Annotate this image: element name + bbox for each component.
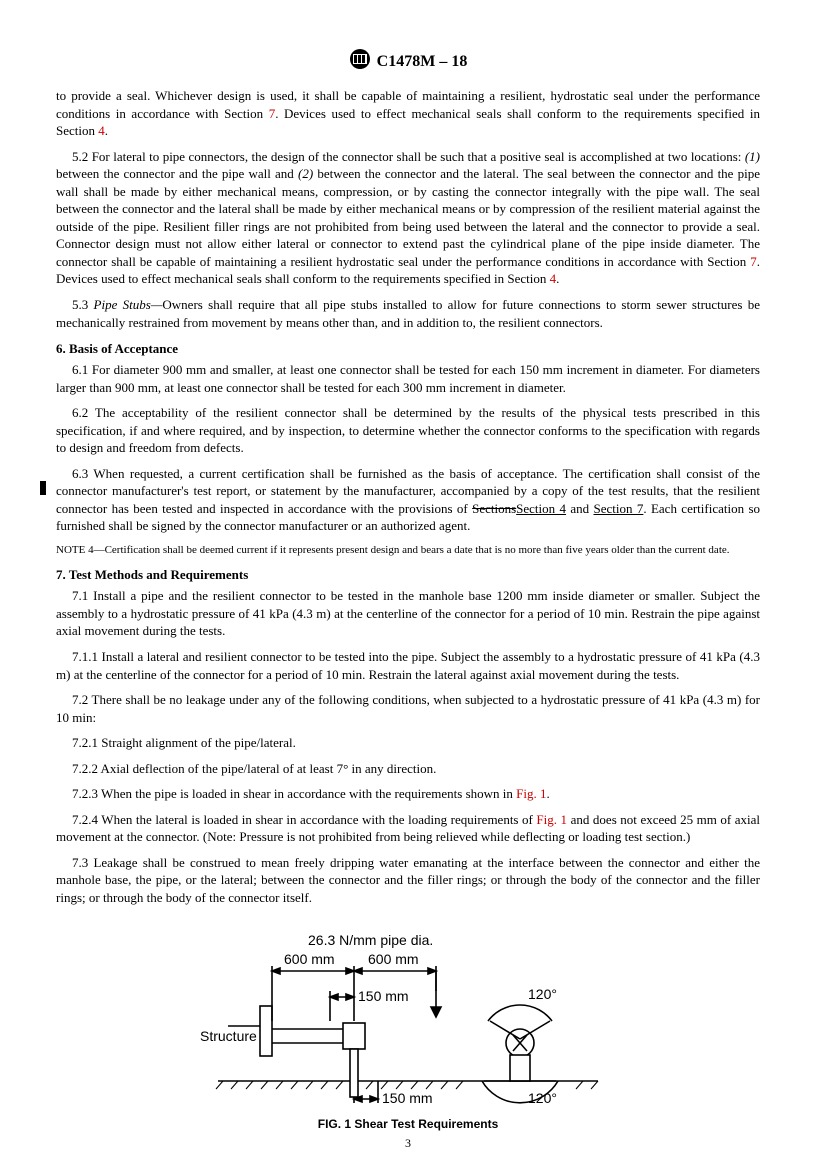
para-6-2: 6.2 The acceptability of the resilient c…	[56, 404, 760, 457]
para-7-2-1: 7.2.1 Straight alignment of the pipe/lat…	[56, 734, 760, 752]
para-7-3: 7.3 Leakage shall be construed to mean f…	[56, 854, 760, 907]
link-section-4[interactable]: 4	[550, 271, 557, 286]
note-4: NOTE 4—Certification shall be deemed cur…	[56, 543, 760, 557]
load-label: 26.3 N/mm pipe dia.	[308, 932, 433, 948]
change-bar-icon	[40, 481, 46, 495]
para-7-1: 7.1 Install a pipe and the resilient con…	[56, 587, 760, 640]
astm-logo-icon	[349, 48, 371, 75]
page: C1478M – 18 to provide a seal. Whichever…	[0, 0, 816, 1171]
text: Certification shall be deemed current if…	[105, 544, 730, 556]
dim-600-b: 600 mm	[368, 951, 419, 967]
section-7-heading: 7. Test Methods and Requirements	[56, 567, 760, 583]
designation: C1478M – 18	[377, 53, 468, 71]
para-5-1-cont: to provide a seal. Whichever design is u…	[56, 87, 760, 140]
link-fig-1[interactable]: Fig. 1	[536, 812, 567, 827]
inserted-text: Section 4	[516, 501, 566, 516]
structure-label: Structure	[200, 1028, 257, 1044]
figure-1-caption: FIG. 1 Shear Test Requirements	[56, 1117, 760, 1131]
para-6-3: 6.3 When requested, a current certificat…	[56, 465, 760, 535]
angle-a: 120°	[528, 986, 557, 1002]
text: 7.2.3 When the pipe is loaded in shear i…	[72, 786, 516, 801]
shear-test-diagram: 26.3 N/mm pipe dia. 600 mm 600 mm 150 mm…	[198, 931, 618, 1111]
deleted-text: Sections	[472, 501, 516, 516]
section-6-heading: 6. Basis of Acceptance	[56, 341, 760, 357]
para-5-3: 5.3 Pipe Stubs—Owners shall require that…	[56, 296, 760, 331]
text: (2)	[298, 166, 313, 181]
para-5-2: 5.2 For lateral to pipe connectors, the …	[56, 148, 760, 288]
para-7-2: 7.2 There shall be no leakage under any …	[56, 691, 760, 726]
text: between the connector and the pipe wall …	[56, 166, 298, 181]
link-section-4[interactable]: 4	[98, 123, 105, 138]
text: 5.3	[72, 297, 94, 312]
para-7-2-2: 7.2.2 Axial deflection of the pipe/later…	[56, 760, 760, 778]
dim-150-b: 150 mm	[382, 1090, 433, 1106]
para-7-1-1: 7.1.1 Install a lateral and resilient co…	[56, 648, 760, 683]
dim-600-a: 600 mm	[284, 951, 335, 967]
link-fig-1[interactable]: Fig. 1	[516, 786, 546, 801]
angle-b: 120°	[528, 1090, 557, 1106]
document-header: C1478M – 18	[56, 48, 760, 75]
text: between the connector and the lateral. T…	[56, 166, 760, 269]
para-7-2-4: 7.2.4 When the lateral is loaded in shea…	[56, 811, 760, 846]
text: and	[566, 501, 593, 516]
figure-1: 26.3 N/mm pipe dia. 600 mm 600 mm 150 mm…	[56, 931, 760, 1131]
text: (1)	[745, 149, 760, 164]
dim-150-a: 150 mm	[358, 988, 409, 1004]
para-6-1: 6.1 For diameter 900 mm and smaller, at …	[56, 361, 760, 396]
text: Owners shall require that all pipe stubs…	[56, 297, 760, 330]
para-7-2-3: 7.2.3 When the pipe is loaded in shear i…	[56, 785, 760, 803]
text: 5.2 For lateral to pipe connectors, the …	[72, 149, 745, 164]
inserted-text: Section 7	[594, 501, 644, 516]
page-number: 3	[0, 1136, 816, 1151]
text: 7.2.4 When the lateral is loaded in shea…	[72, 812, 536, 827]
note-label: NOTE 4—	[56, 544, 105, 556]
text: Pipe Stubs—	[94, 297, 163, 312]
